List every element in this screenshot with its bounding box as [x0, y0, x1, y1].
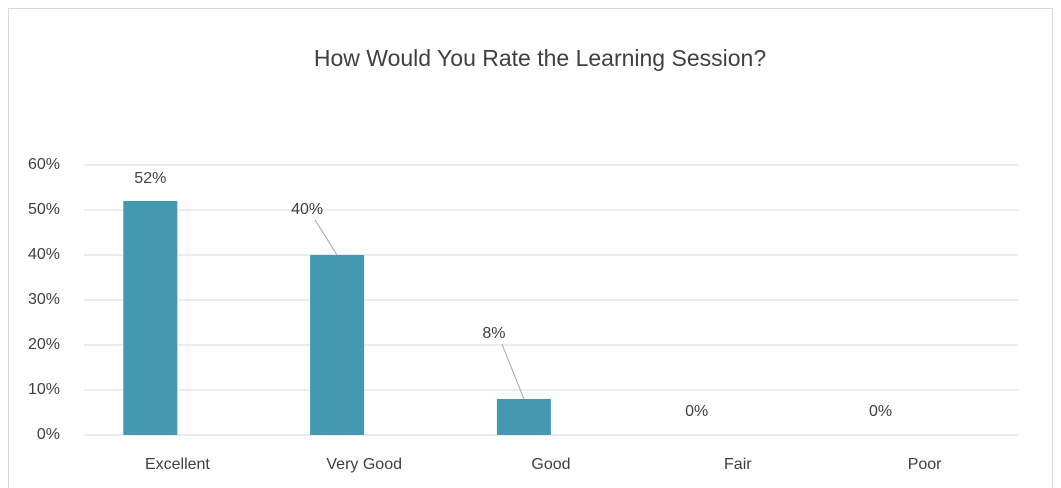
- bar: [123, 201, 178, 435]
- data-label: 52%: [134, 170, 166, 187]
- leader-line: [501, 343, 525, 400]
- y-tick-label: 50%: [28, 201, 60, 218]
- y-tick-label: 10%: [28, 381, 60, 398]
- data-label: 0%: [685, 403, 708, 420]
- x-tick-label: Excellent: [145, 456, 210, 473]
- y-tick-label: 30%: [28, 291, 60, 308]
- x-tick-label: Poor: [908, 456, 942, 473]
- x-tick-label: Very Good: [326, 456, 402, 473]
- y-tick-label: 60%: [28, 156, 60, 173]
- y-tick-label: 0%: [37, 426, 60, 443]
- data-label: 40%: [291, 201, 323, 218]
- y-tick-label: 20%: [28, 336, 60, 353]
- x-tick-label: Fair: [724, 456, 752, 473]
- bar: [496, 399, 551, 435]
- data-label: 0%: [869, 403, 892, 420]
- x-tick-label: Good: [531, 456, 570, 473]
- leader-line: [314, 219, 338, 256]
- chart-title: How Would You Rate the Learning Session?: [314, 45, 766, 71]
- bar: [310, 255, 365, 435]
- y-tick-label: 40%: [28, 246, 60, 263]
- data-label: 8%: [482, 325, 505, 342]
